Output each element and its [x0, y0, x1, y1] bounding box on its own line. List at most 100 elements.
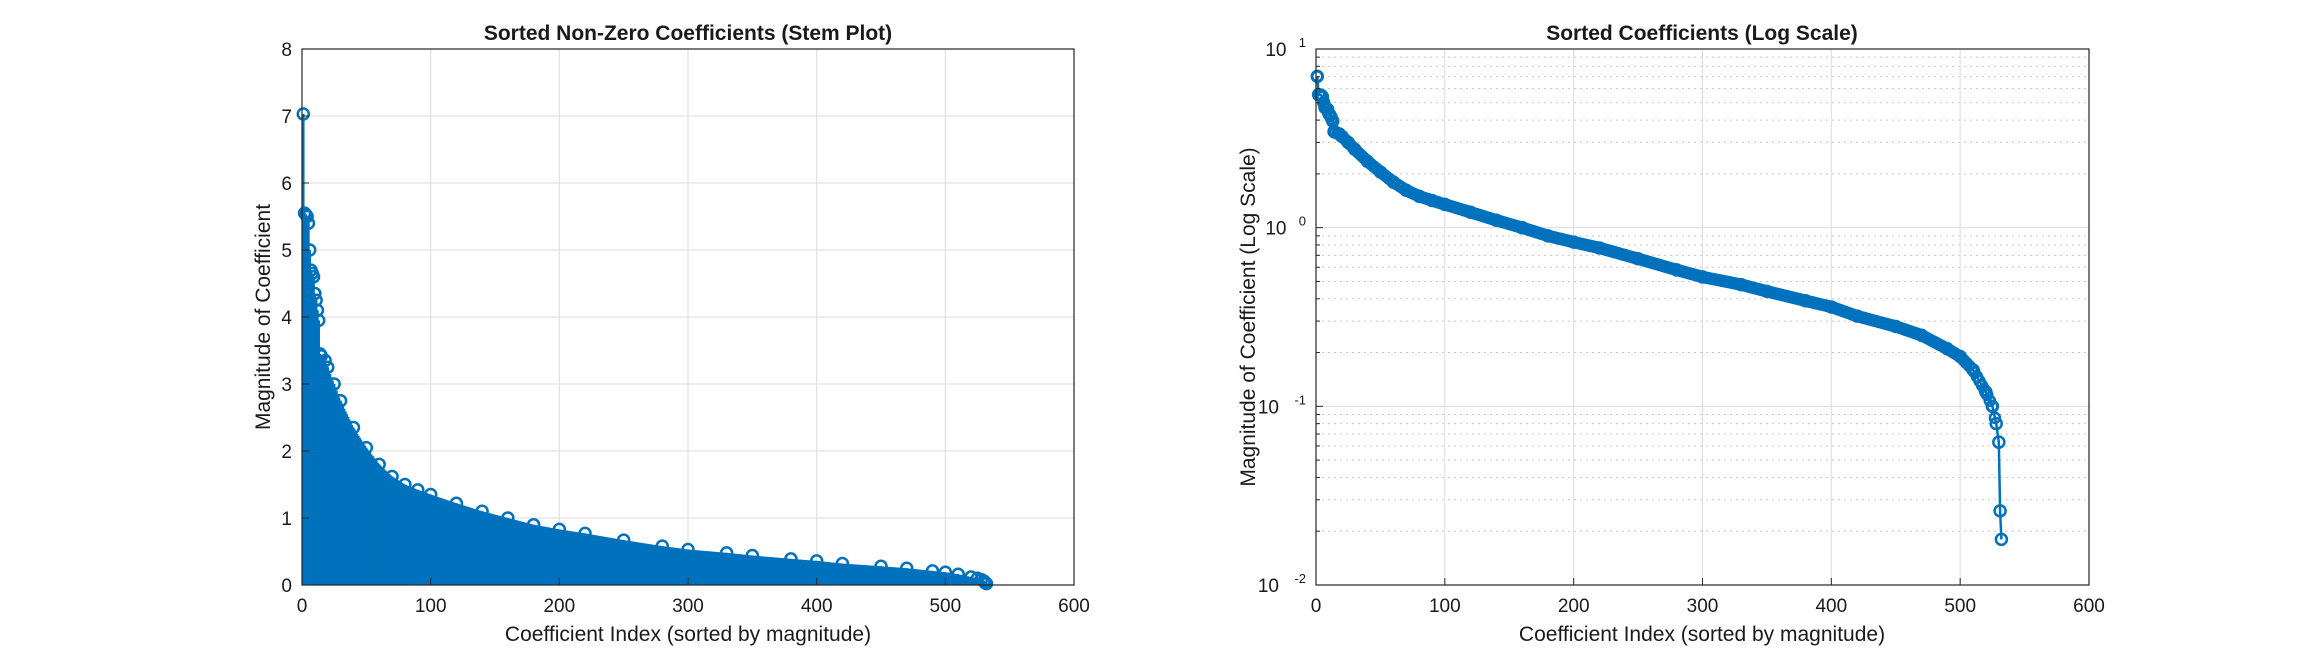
log-plot-marker [1399, 183, 1413, 197]
stem-plot-x-tick-label: 100 [415, 596, 447, 617]
stem-plot-marker [899, 561, 914, 575]
log-plot-marker [1914, 328, 1929, 342]
log-plot-marks [1310, 69, 2009, 547]
stem-plot-marker [951, 567, 965, 582]
log-plot-marker [1669, 263, 1684, 277]
log-plot-marker [1412, 189, 1426, 203]
stem-plot-ticks: 0 100 200 300 400 500 600 0 1 2 3 4 5 6 7 8 [281, 40, 1089, 617]
stem-plot-x-tick-label: 400 [801, 596, 833, 617]
stem-plot-marker [301, 216, 316, 230]
stem-plot-x-tick-label: 200 [543, 596, 575, 617]
log-plot-marker [1631, 251, 1645, 266]
log-plot-marker [1438, 197, 1452, 212]
log-plot-marker [1566, 235, 1581, 249]
log-plot-x-tick-label: 300 [1687, 596, 1719, 617]
log-plot-x-tick-label: 200 [1558, 596, 1590, 617]
stem-plot-marker [327, 377, 341, 391]
stem-plot-marker [296, 107, 311, 121]
stem-plot-y-tick-label: 3 [281, 375, 292, 396]
log-plot-marker [1360, 154, 1375, 169]
log-plot-marker [1989, 416, 2003, 431]
stem-plot-x-tick-label: 500 [929, 596, 961, 617]
stem-plot-marker [385, 469, 399, 484]
stem-plot-x-axis-label: Coefficient Index (sorted by magnitude) [505, 623, 871, 646]
log-plot-marker [1824, 300, 1839, 314]
log-plot-y-tick-label: 0 10 [1265, 214, 1306, 240]
log-plot-x-tick-label: 0 [1311, 596, 1322, 617]
stem-plot-y-tick-label: 4 [281, 308, 292, 329]
log-plot-title: Sorted Coefficients (Log Scale) [1546, 22, 1858, 45]
stem-plot-y-tick-label: 6 [281, 174, 292, 195]
stem-plot-marker [359, 440, 374, 455]
stem-plot-x-tick-label: 300 [672, 596, 704, 617]
log-plot-marker [1993, 504, 2007, 518]
log-plot-marker [1940, 342, 1955, 356]
log-plot-y-tick-exponent: 0 [1299, 214, 1306, 229]
stem-plot-marker [616, 533, 631, 547]
log-plot-y-tick-exponent: -1 [1294, 392, 1306, 407]
stem-plot-marker [979, 576, 994, 591]
stem-plot-y-tick-label: 0 [281, 576, 292, 597]
log-plot-y-tick-exponent: -2 [1294, 571, 1306, 586]
stem-plot-marker [306, 270, 321, 284]
stem-plot-marks [296, 107, 994, 591]
stem-plot-marker [346, 420, 361, 435]
stem-plot-marker [311, 313, 326, 328]
log-plot-y-tick-base: 10 [1265, 40, 1286, 61]
log-plot-marker [1541, 229, 1555, 243]
log-plot-y-tick-base: 10 [1258, 576, 1279, 597]
stem-plot-marker [784, 552, 798, 566]
log-plot-marker [1979, 385, 1993, 399]
log-plot-marker [1953, 349, 1967, 364]
log-plot-y-axis-label: Magnitude of Coefficient (Log Scale) [1237, 147, 1260, 486]
log-plot-y-tick-base: 10 [1265, 219, 1286, 240]
stem-plot-marker [308, 286, 322, 301]
stem-plot-marker [372, 457, 386, 472]
log-plot-marker [1463, 205, 1478, 219]
stem-plot-y-tick-label: 1 [281, 509, 292, 530]
log-plot-marker [1994, 532, 2009, 547]
stem-plot-marker [552, 522, 567, 537]
log-plot-y-tick-label: 1 10 [1265, 35, 1306, 61]
log-plot-marker [1889, 319, 1903, 334]
log-plot-marker [1515, 220, 1529, 235]
stem-plot-y-tick-label: 2 [281, 442, 292, 463]
stem-plot-marker [320, 360, 335, 374]
stem-plot-marker [681, 542, 695, 557]
stem-plot-marker [835, 556, 850, 571]
stem-plot-title: Sorted Non-Zero Coefficients (Stem Plot) [484, 22, 892, 45]
stem-plot-marker [411, 483, 425, 497]
log-plot-marker [1386, 175, 1401, 189]
stem-plot-y-axis-label: Magnitude of Coefficient [252, 204, 275, 430]
stem-plot-marker [809, 554, 824, 568]
stem-plot-x-tick-label: 600 [1058, 596, 1090, 617]
stem-plot-marker [526, 517, 541, 532]
stem-plot-marker [719, 546, 734, 560]
log-plot-marker [1985, 399, 2000, 414]
log-plot-x-tick-label: 100 [1429, 596, 1461, 617]
stem-plot-marker [874, 559, 888, 573]
stem-plot-marker [449, 496, 464, 511]
log-plot-y-tick-label: -2 10 [1258, 571, 1306, 597]
log-plot-marker [1332, 127, 1346, 141]
stem-plot-marker [398, 477, 412, 492]
stem-plot-marker [501, 511, 515, 525]
stem-plot-chart: 0 100 200 300 400 500 600 0 1 2 3 4 5 6 7 8 Sorted Non-… [252, 22, 1090, 646]
log-plot-marker [1734, 277, 1748, 292]
stem-plot-marker [475, 504, 489, 519]
log-plot-y-tick-base: 10 [1258, 397, 1279, 418]
log-plot-x-tick-label: 400 [1815, 596, 1847, 617]
log-plot-marker [1425, 193, 1439, 208]
log-plot-marker [1988, 411, 2002, 425]
log-plot-marker [1966, 363, 1980, 377]
log-plot-x-tick-label: 500 [1944, 596, 1976, 617]
log-plot-marker [1592, 241, 1607, 255]
stem-plot-marker [333, 394, 348, 408]
log-plot-y-tick-exponent: 1 [1299, 35, 1306, 50]
stem-plot-marker [655, 539, 670, 553]
log-plot-marker [1347, 142, 1362, 156]
log-plot-marker [1373, 165, 1388, 179]
stem-plot-marker [925, 564, 940, 578]
